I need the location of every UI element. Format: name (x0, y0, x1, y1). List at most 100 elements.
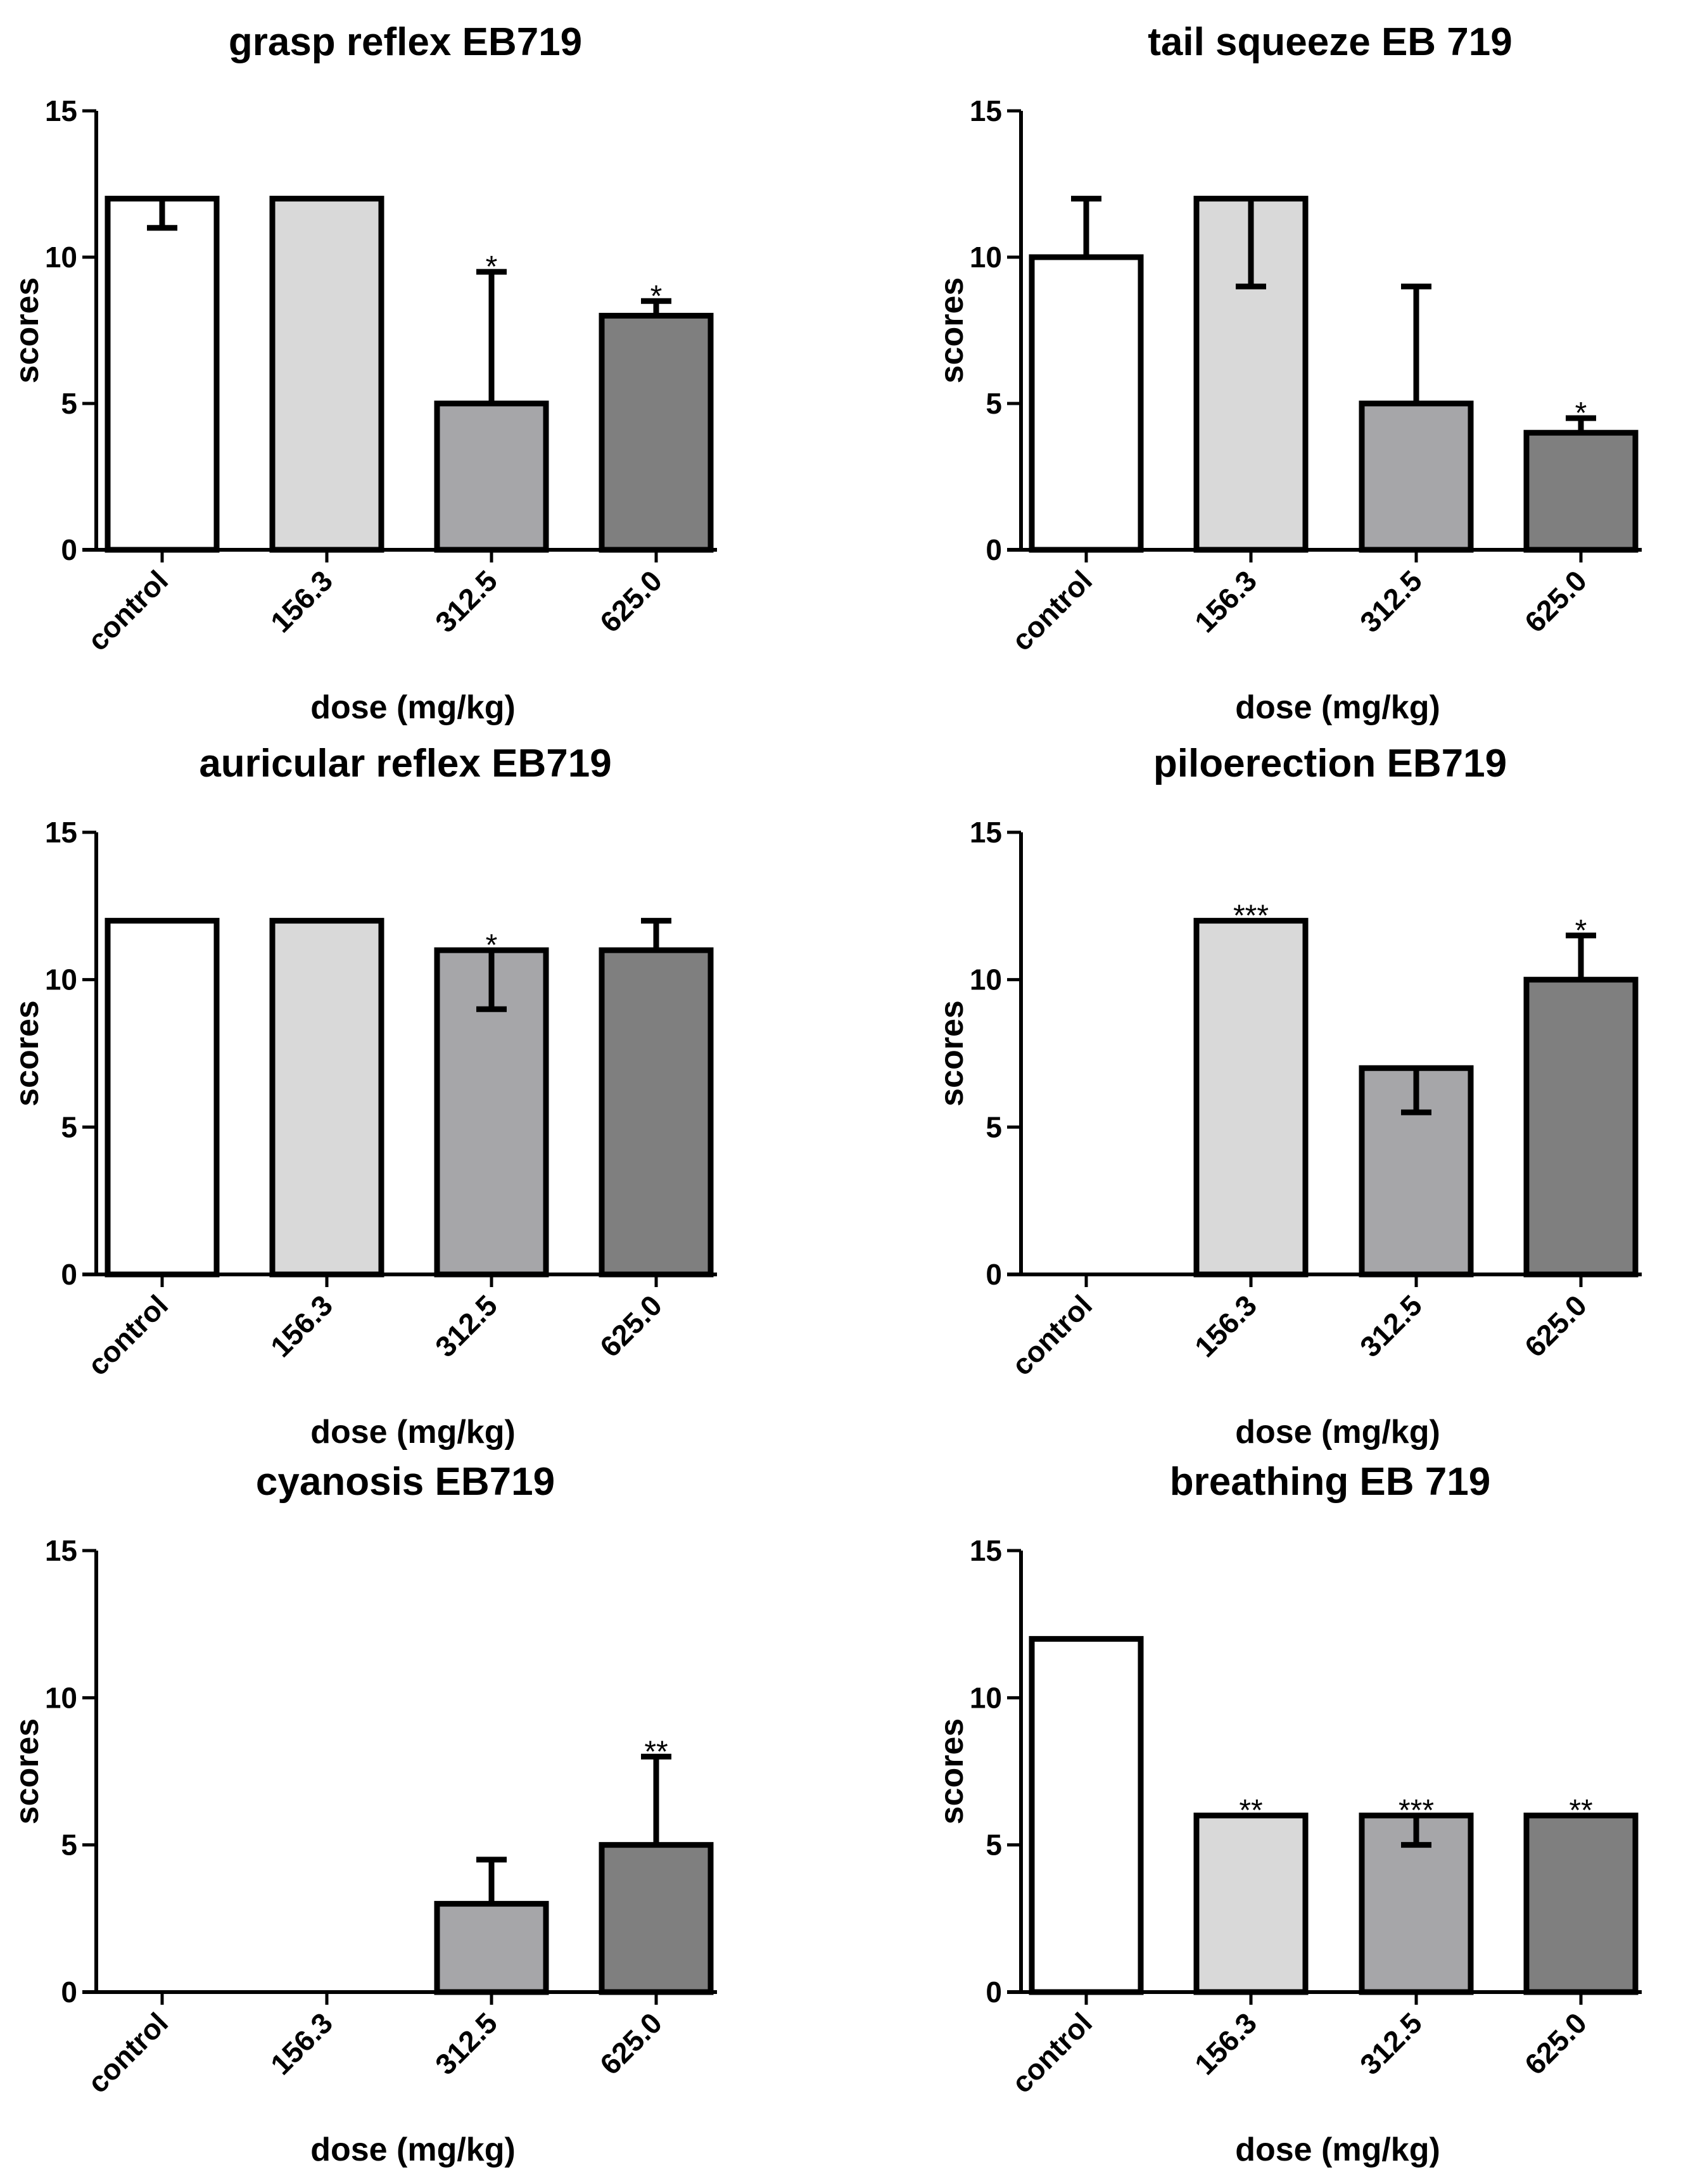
x-tick-label: 625.0 (593, 1288, 668, 1363)
y-tick-label: 10 (970, 963, 1002, 996)
x-tick-label: control (81, 1288, 174, 1381)
x-axis-label: dose (mg/kg) (310, 689, 516, 726)
y-tick-label: 10 (45, 1681, 77, 1714)
bar-3 (434, 400, 549, 553)
y-tick-label: 0 (61, 1976, 77, 2009)
x-axis-label: dose (mg/kg) (310, 1414, 516, 1451)
chart-title: piloerection EB719 (1153, 742, 1507, 785)
chart-panel-5: cyanosis EB719 scores dose (mg/kg) 0 5 10 15 co… (9, 1460, 717, 2168)
x-tick-label: 625.0 (1518, 2006, 1593, 2081)
y-tick-label: 0 (61, 533, 77, 566)
y-tick-label: 0 (986, 1976, 1002, 2009)
significance-marker: *** (1233, 899, 1269, 933)
x-axis-label: dose (mg/kg) (310, 2131, 516, 2168)
x-tick-label: 625.0 (1518, 1288, 1593, 1363)
chart-title: auricular reflex EB719 (199, 742, 611, 785)
y-tick-label: 15 (970, 816, 1002, 849)
x-tick-label: 625.0 (593, 2006, 668, 2081)
significance-marker: * (650, 279, 663, 313)
x-tick-label: 156.3 (264, 2006, 339, 2081)
bar-1 (1029, 254, 1144, 553)
significance-marker: * (1575, 397, 1587, 430)
bar-4 (1523, 429, 1639, 553)
bar-1 (105, 918, 220, 1278)
bar-4 (599, 1842, 714, 1995)
bar-4 (1523, 1812, 1639, 1995)
y-axis-label: scores (9, 1000, 46, 1107)
y-tick-label: 5 (986, 1110, 1002, 1143)
bar-1 (1029, 1635, 1144, 1995)
x-tick-label: 312.5 (429, 1288, 504, 1363)
chart-panel-1: grasp reflex EB719 scores dose (mg/kg) 0 5 10… (9, 20, 717, 726)
significance-marker: * (486, 250, 498, 284)
y-tick-label: 15 (970, 94, 1002, 127)
significance-marker: * (486, 929, 498, 962)
x-tick-label: control (1005, 564, 1098, 657)
chart-title: tail squeeze EB 719 (1148, 20, 1513, 64)
x-tick-label: control (1005, 1288, 1098, 1381)
bar-2 (1193, 1812, 1309, 1995)
y-tick-label: 0 (986, 533, 1002, 566)
x-tick-label: 156.3 (1188, 1288, 1263, 1363)
x-tick-label: 312.5 (429, 2006, 504, 2081)
y-tick-label: 5 (986, 387, 1002, 420)
bar-3 (1359, 400, 1474, 553)
x-axis-label: dose (mg/kg) (1235, 689, 1440, 726)
x-tick-label: control (81, 2006, 174, 2099)
x-tick-label: 312.5 (1354, 1288, 1428, 1363)
bar-4 (599, 312, 714, 553)
y-tick-label: 10 (45, 963, 77, 996)
y-tick-label: 5 (61, 1829, 77, 1862)
chart-title: breathing EB 719 (1170, 1460, 1490, 1504)
bar-2 (269, 918, 384, 1278)
significance-marker: * (1575, 914, 1587, 948)
significance-marker: ** (1569, 1794, 1592, 1827)
bar-4 (599, 947, 714, 1278)
y-axis-label: scores (9, 1718, 46, 1825)
x-tick-label: 312.5 (1354, 2006, 1428, 2081)
chart-title: grasp reflex EB719 (229, 20, 582, 64)
y-tick-label: 15 (45, 94, 77, 127)
y-tick-label: 10 (45, 241, 77, 274)
y-tick-label: 5 (61, 1110, 77, 1143)
y-tick-label: 15 (970, 1534, 1002, 1567)
x-tick-label: control (81, 564, 174, 657)
x-axis-label: dose (mg/kg) (1235, 1414, 1440, 1451)
x-tick-label: 312.5 (429, 564, 504, 638)
y-axis-label: scores (934, 1000, 970, 1107)
y-tick-label: 15 (45, 1534, 77, 1567)
x-tick-label: 625.0 (593, 564, 668, 638)
y-tick-label: 15 (45, 816, 77, 849)
x-tick-label: 156.3 (264, 1288, 339, 1363)
chart-panel-3: auricular reflex EB719 scores dose (mg/kg)… (9, 742, 717, 1451)
y-tick-label: 5 (61, 387, 77, 420)
significance-marker: ** (644, 1735, 668, 1768)
y-tick-label: 10 (970, 241, 1002, 274)
y-tick-label: 0 (61, 1258, 77, 1291)
y-axis-label: scores (934, 1718, 970, 1825)
chart-panel-4: piloerection EB719 scores dose (mg/kg) 0 5 10… (934, 742, 1642, 1451)
chart-panel-2: tail squeeze EB 719 scores dose (mg/kg) 0 5 1… (934, 20, 1642, 726)
bar-1 (105, 196, 220, 553)
bar-3 (434, 1901, 549, 1995)
x-tick-label: 312.5 (1354, 564, 1428, 638)
y-axis-label: scores (934, 277, 970, 384)
significance-marker: *** (1399, 1794, 1434, 1827)
y-axis-label: scores (9, 277, 46, 384)
significance-marker: ** (1239, 1794, 1262, 1827)
bar-2 (269, 196, 384, 553)
x-axis-label: dose (mg/kg) (1235, 2131, 1440, 2168)
y-tick-label: 0 (986, 1258, 1002, 1291)
chart-title: cyanosis EB719 (256, 1460, 555, 1504)
x-tick-label: 156.3 (1188, 564, 1263, 638)
y-tick-label: 5 (986, 1829, 1002, 1862)
chart-panel-6: breathing EB 719 scores dose (mg/kg) 0 5 10 15… (934, 1460, 1642, 2168)
bar-2 (1193, 918, 1309, 1278)
x-tick-label: 156.3 (264, 564, 339, 638)
x-tick-label: control (1005, 2006, 1098, 2099)
bar-4 (1523, 977, 1639, 1278)
x-tick-label: 625.0 (1518, 564, 1593, 638)
x-tick-label: 156.3 (1188, 2006, 1263, 2081)
y-tick-label: 10 (970, 1681, 1002, 1714)
